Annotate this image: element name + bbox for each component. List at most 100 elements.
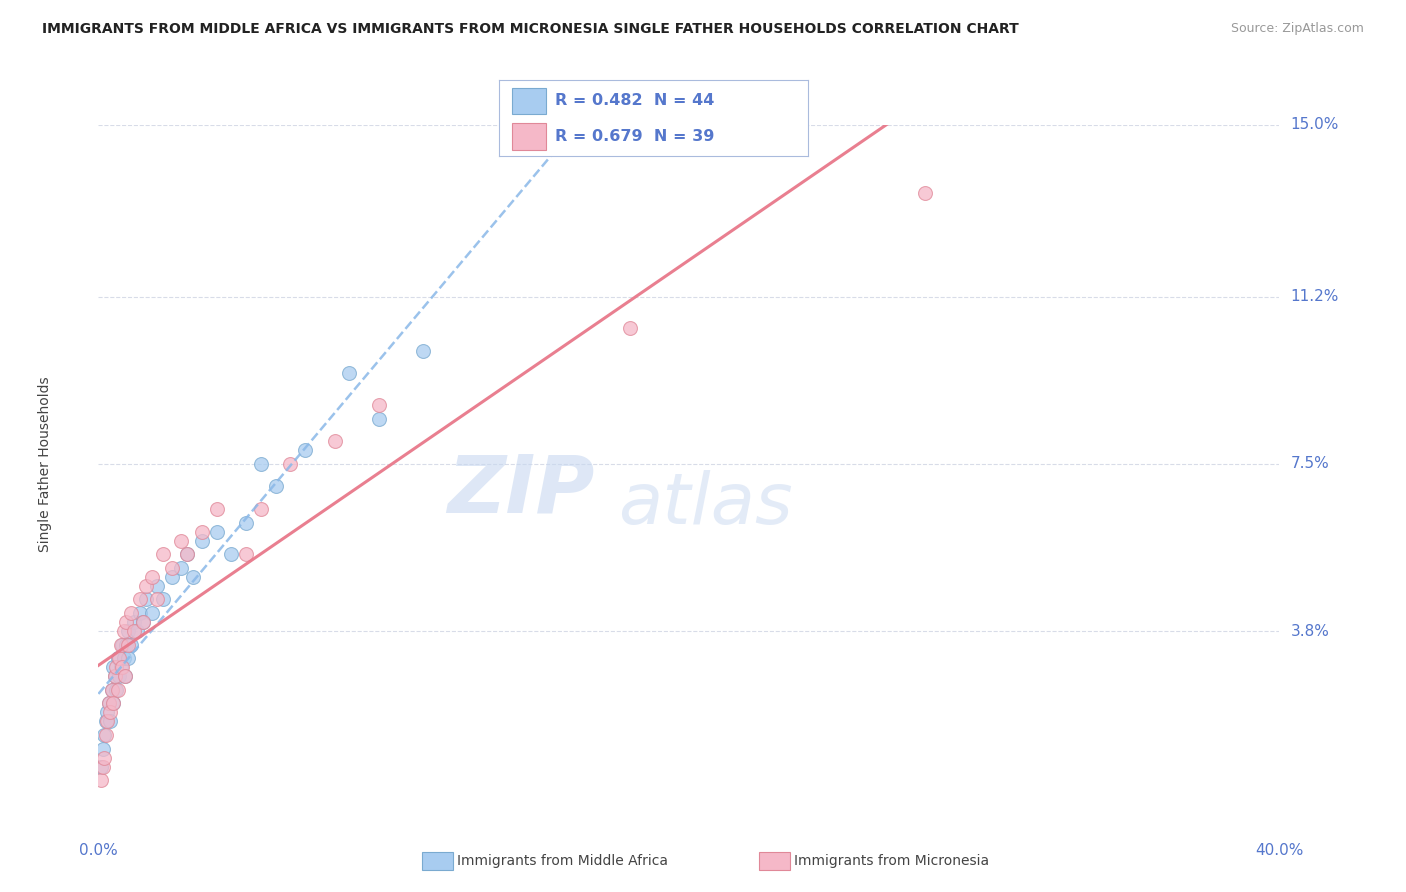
Point <box>619 321 641 335</box>
Point <box>205 524 228 539</box>
Point <box>91 759 114 773</box>
Point <box>162 561 183 575</box>
Text: 0.0%: 0.0% <box>79 844 118 858</box>
Point <box>368 398 391 412</box>
Point <box>250 502 273 516</box>
Text: 11.2%: 11.2% <box>1291 289 1339 304</box>
Point <box>128 606 150 620</box>
Text: Single Father Households: Single Father Households <box>38 376 52 551</box>
Point <box>162 570 183 584</box>
Point <box>100 682 122 697</box>
Text: Immigrants from Micronesia: Immigrants from Micronesia <box>794 854 990 868</box>
Text: Immigrants from Middle Africa: Immigrants from Middle Africa <box>457 854 668 868</box>
Point <box>135 579 157 593</box>
Point <box>112 624 135 638</box>
Point <box>250 457 273 471</box>
Point <box>235 547 257 561</box>
Point <box>98 706 121 720</box>
Point <box>323 434 346 449</box>
Point <box>112 651 135 665</box>
Point <box>103 660 125 674</box>
Point <box>170 533 193 548</box>
Point <box>104 669 127 683</box>
Point <box>105 682 128 697</box>
Point <box>100 682 122 697</box>
Point <box>412 343 434 358</box>
Point <box>141 606 163 620</box>
Point <box>146 592 169 607</box>
Point <box>97 697 120 711</box>
Point <box>176 547 198 561</box>
Point <box>96 714 118 729</box>
Point <box>107 651 129 665</box>
Point <box>110 638 132 652</box>
Point <box>90 759 112 773</box>
Point <box>94 714 117 729</box>
Point <box>294 443 316 458</box>
Point <box>125 624 148 638</box>
Bar <box>512 123 546 150</box>
Text: R = 0.679  N = 39: R = 0.679 N = 39 <box>555 128 714 144</box>
Point <box>103 697 125 711</box>
Point <box>146 579 169 593</box>
Point <box>914 186 936 200</box>
Point <box>135 592 157 607</box>
Point <box>111 638 134 652</box>
Point <box>108 669 131 683</box>
Point <box>105 660 128 674</box>
Text: 3.8%: 3.8% <box>1291 624 1330 639</box>
Text: IMMIGRANTS FROM MIDDLE AFRICA VS IMMIGRANTS FROM MICRONESIA SINGLE FATHER HOUSEH: IMMIGRANTS FROM MIDDLE AFRICA VS IMMIGRA… <box>42 22 1019 37</box>
Point <box>120 606 142 620</box>
Point <box>98 714 121 729</box>
Text: R = 0.482  N = 44: R = 0.482 N = 44 <box>555 94 714 108</box>
Text: Source: ZipAtlas.com: Source: ZipAtlas.com <box>1230 22 1364 36</box>
Point <box>120 638 142 652</box>
Point <box>219 547 243 561</box>
Point <box>117 638 139 652</box>
Text: atlas: atlas <box>619 470 793 539</box>
Text: 7.5%: 7.5% <box>1291 457 1329 471</box>
Point <box>97 697 120 711</box>
Point <box>368 411 391 425</box>
Point <box>132 615 155 629</box>
Point <box>337 367 360 381</box>
Text: 15.0%: 15.0% <box>1291 118 1339 132</box>
Point <box>132 615 155 629</box>
Point <box>115 638 138 652</box>
Point <box>110 660 132 674</box>
Point <box>122 615 145 629</box>
Point <box>107 682 129 697</box>
Point <box>93 750 115 764</box>
Point <box>94 728 117 742</box>
Bar <box>512 88 546 114</box>
Text: 40.0%: 40.0% <box>1256 844 1303 858</box>
Point <box>104 669 127 683</box>
Point <box>278 457 302 471</box>
Point <box>191 533 214 548</box>
Point <box>114 669 136 683</box>
Point <box>117 651 139 665</box>
Point <box>114 669 136 683</box>
Point <box>152 592 174 607</box>
Point <box>96 706 118 720</box>
Point <box>235 516 257 530</box>
Point <box>170 561 193 575</box>
Point <box>93 728 115 742</box>
Text: ZIP: ZIP <box>447 452 595 530</box>
Point <box>176 547 198 561</box>
Point <box>103 697 125 711</box>
Point <box>181 570 204 584</box>
Point <box>191 524 214 539</box>
Point <box>108 651 131 665</box>
Point <box>117 624 139 638</box>
Point <box>111 660 134 674</box>
Point <box>91 741 114 756</box>
Point <box>152 547 174 561</box>
Point <box>90 773 112 788</box>
Point <box>122 624 145 638</box>
Point <box>141 570 163 584</box>
Point <box>205 502 228 516</box>
Point <box>128 592 150 607</box>
Point <box>264 479 287 493</box>
Point <box>115 615 138 629</box>
